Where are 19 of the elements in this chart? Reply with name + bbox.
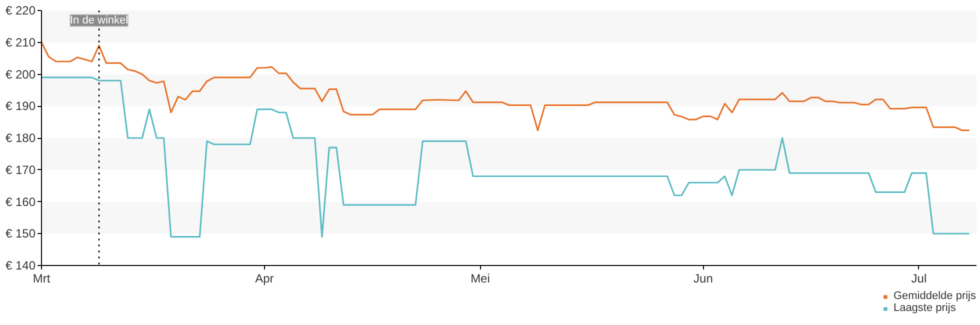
line-series bbox=[42, 42, 970, 132]
y-tick-label: € 180 bbox=[5, 131, 36, 145]
y-tick-label: € 220 bbox=[5, 4, 36, 18]
legend-label: Laagste prijs bbox=[893, 302, 956, 314]
x-tick-label: Jul bbox=[911, 272, 927, 286]
x-tick-label: Mei bbox=[470, 272, 490, 286]
y-tick-label: € 150 bbox=[5, 226, 36, 241]
y-tick-label: € 200 bbox=[5, 67, 36, 82]
y-tick-label: € 160 bbox=[5, 194, 36, 209]
y-tick-label: € 190 bbox=[5, 99, 36, 114]
y-tick-label: € 140 bbox=[5, 258, 36, 272]
x-tick-label: Apr bbox=[255, 272, 274, 286]
x-tick-label: Jun bbox=[694, 272, 713, 286]
y-tick-label: € 210 bbox=[5, 35, 36, 50]
ref-line-label: In de winkel bbox=[70, 14, 128, 26]
x-tick-label: Mrt bbox=[32, 272, 51, 286]
y-tick-label: € 170 bbox=[5, 162, 36, 177]
line-series bbox=[42, 76, 970, 238]
legend-label: Gemiddelde prijs bbox=[893, 290, 976, 302]
